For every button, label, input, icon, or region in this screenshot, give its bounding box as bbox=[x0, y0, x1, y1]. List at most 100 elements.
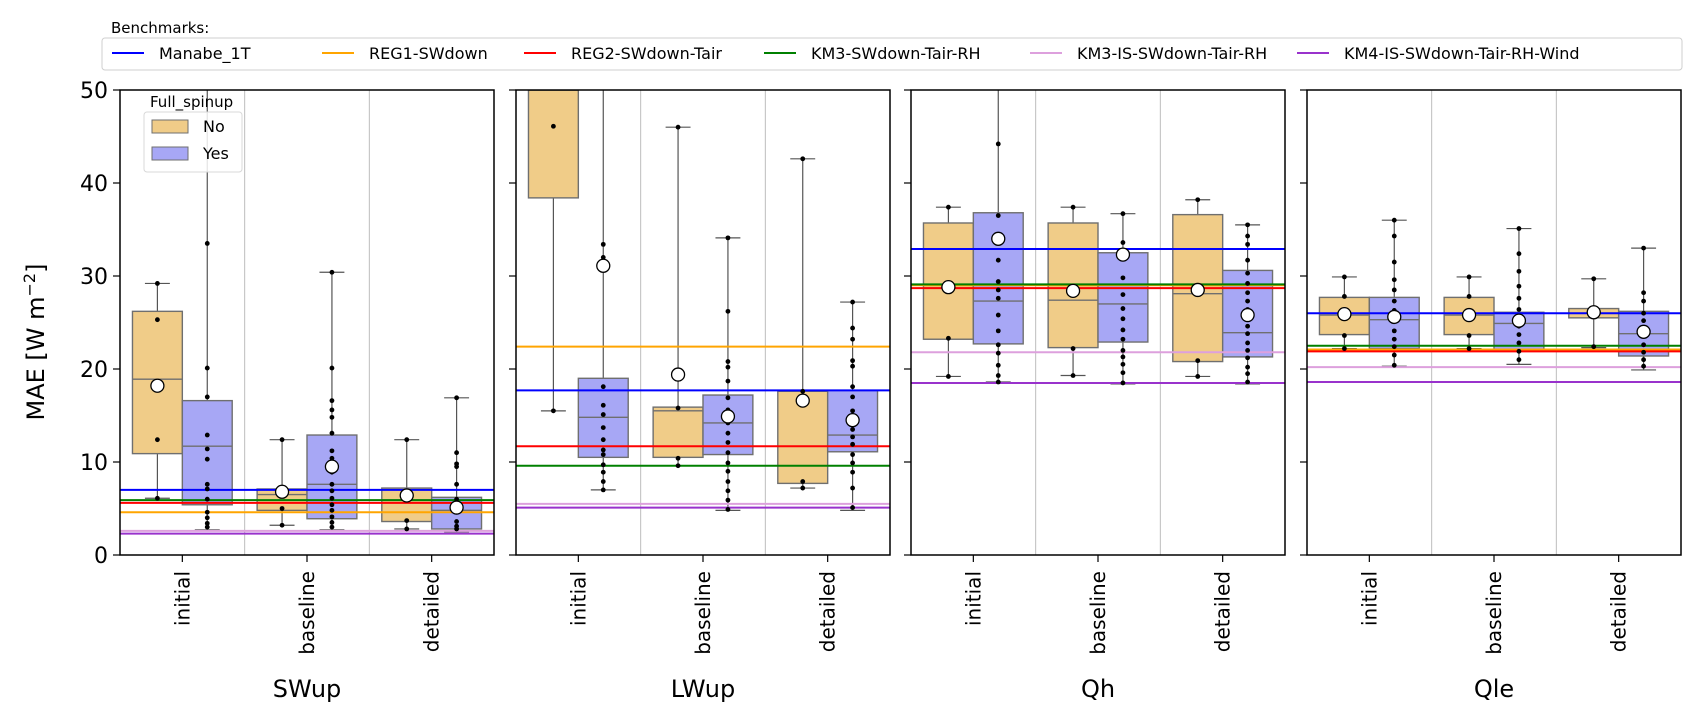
data-point bbox=[600, 447, 606, 453]
data-point bbox=[329, 488, 335, 494]
data-point bbox=[1245, 257, 1250, 263]
panel-plot-area bbox=[516, 90, 890, 555]
benchmark-legend-frame bbox=[101, 37, 1683, 71]
data-point bbox=[279, 506, 285, 511]
data-point bbox=[850, 485, 855, 491]
data-point bbox=[1120, 316, 1126, 322]
data-point bbox=[404, 518, 410, 523]
data-point bbox=[1342, 274, 1347, 280]
data-point bbox=[1120, 348, 1126, 353]
data-point bbox=[1391, 233, 1397, 239]
y-tick-label: 10 bbox=[80, 451, 108, 476]
data-point bbox=[725, 440, 731, 445]
data-point bbox=[850, 427, 855, 432]
mean-marker bbox=[596, 258, 611, 273]
data-point bbox=[675, 124, 681, 130]
data-point bbox=[1120, 336, 1126, 342]
data-point bbox=[800, 156, 806, 162]
box-baseline-no bbox=[652, 126, 704, 467]
data-point bbox=[995, 295, 1001, 301]
data-point bbox=[1641, 342, 1646, 348]
data-point bbox=[850, 434, 855, 440]
data-point bbox=[329, 430, 335, 436]
y-axis-label-exponent: −2 bbox=[20, 273, 39, 297]
data-point bbox=[155, 317, 160, 323]
data-point bbox=[725, 395, 731, 401]
data-point bbox=[850, 336, 855, 342]
data-point bbox=[675, 455, 681, 461]
data-point bbox=[155, 495, 160, 501]
data-point bbox=[1245, 233, 1250, 239]
data-point bbox=[995, 257, 1001, 263]
x-tick-label: initial bbox=[566, 571, 590, 626]
data-point bbox=[600, 425, 606, 430]
box-initial-no bbox=[527, 90, 580, 412]
data-point bbox=[454, 450, 459, 456]
data-point bbox=[600, 479, 606, 484]
data-point bbox=[1195, 374, 1201, 379]
data-point bbox=[995, 287, 1001, 293]
y-tick-label: 40 bbox=[80, 172, 108, 197]
data-point bbox=[1466, 346, 1472, 351]
data-point bbox=[1641, 290, 1646, 296]
data-point bbox=[204, 481, 210, 487]
x-tick-label: baseline bbox=[295, 571, 319, 655]
y-axis-label-close: ] bbox=[22, 264, 50, 273]
data-point bbox=[1120, 354, 1126, 360]
data-point bbox=[204, 496, 210, 502]
data-point bbox=[725, 359, 731, 364]
data-point bbox=[725, 460, 731, 466]
data-point bbox=[995, 141, 1001, 147]
data-point bbox=[329, 481, 335, 487]
x-tick-label: detailed bbox=[816, 571, 840, 652]
data-point bbox=[1641, 298, 1646, 304]
data-point bbox=[1391, 344, 1397, 350]
data-point bbox=[204, 365, 210, 371]
data-point bbox=[1391, 352, 1397, 358]
data-point bbox=[850, 394, 855, 400]
data-point bbox=[946, 204, 951, 210]
panel-plot-area bbox=[1307, 90, 1681, 555]
benchmark-legend-label: KM3-IS-SWdown-Tair-RH bbox=[1077, 44, 1267, 63]
data-point bbox=[946, 374, 951, 379]
mean-marker bbox=[845, 412, 860, 428]
data-point bbox=[600, 412, 606, 417]
hue-legend-swatch bbox=[151, 119, 189, 134]
data-point bbox=[279, 437, 285, 443]
data-point bbox=[995, 328, 1001, 334]
data-point bbox=[1195, 358, 1201, 364]
data-point bbox=[1342, 333, 1347, 338]
panel-x-label: Qh bbox=[1081, 675, 1115, 703]
data-point bbox=[1245, 323, 1250, 329]
mean-marker bbox=[1115, 247, 1131, 262]
data-point bbox=[995, 312, 1001, 318]
data-point bbox=[946, 335, 951, 341]
data-point bbox=[329, 414, 335, 420]
data-point bbox=[329, 520, 335, 525]
data-point bbox=[725, 364, 731, 370]
data-point bbox=[995, 350, 1001, 356]
data-point bbox=[995, 379, 1001, 385]
data-point bbox=[1245, 331, 1250, 337]
data-point bbox=[1391, 298, 1397, 304]
data-point bbox=[1516, 226, 1522, 231]
data-point bbox=[1120, 327, 1126, 333]
mean-marker bbox=[991, 231, 1006, 246]
panel-x-label: SWup bbox=[273, 675, 342, 703]
data-point bbox=[1516, 251, 1522, 257]
data-point bbox=[1245, 270, 1250, 276]
data-point bbox=[800, 485, 806, 491]
data-point bbox=[329, 269, 335, 275]
benchmark-legend-label: KM3-SWdown-Tair-RH bbox=[811, 44, 981, 63]
benchmark-legend-label: Manabe_1T bbox=[159, 44, 251, 64]
data-point bbox=[850, 299, 855, 305]
data-point bbox=[1342, 294, 1347, 299]
data-point bbox=[204, 241, 210, 246]
data-point bbox=[850, 460, 855, 466]
data-point bbox=[1245, 298, 1250, 304]
panel-swup: 0 10 20 30 40 50 initial baseline detailed SWup Fu… bbox=[80, 79, 495, 703]
benchmark-legend: Benchmarks: Manabe_1T REG1-SWdown REG2-SWd… bbox=[101, 19, 1683, 71]
data-point bbox=[454, 496, 459, 502]
data-point bbox=[404, 437, 410, 443]
y-tick-label: 50 bbox=[80, 79, 108, 104]
